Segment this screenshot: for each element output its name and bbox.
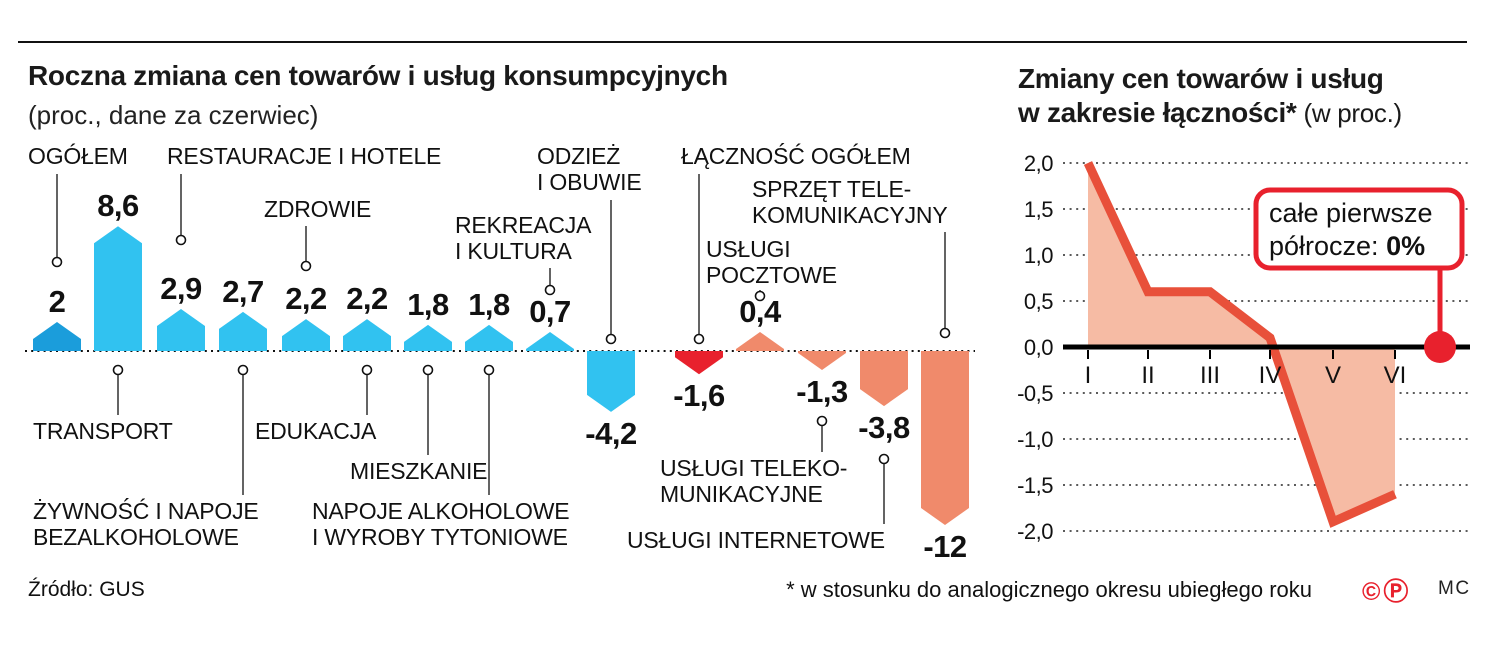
y-axis-label-0,5: 0,5	[1023, 289, 1054, 314]
right-chart-title: Zmiany cen towarów i usług w zakresie łą…	[1018, 62, 1402, 130]
bar-value-label-13: -3,8	[858, 410, 910, 446]
bar-value-label-10: -1,6	[673, 378, 725, 414]
bar-1	[94, 226, 142, 351]
callout-line2-value: 0%	[1386, 231, 1426, 261]
callout-annotation: całe pierwsze półrocze: 0%	[1269, 197, 1433, 263]
y-axis-label-1,0: 1,0	[1023, 243, 1054, 268]
callout-box	[1253, 187, 1465, 271]
bar-category-label-4: ZDROWIE	[264, 196, 372, 222]
credit-label: MC	[1438, 578, 1471, 599]
bar-value-label-6: 1,8	[407, 286, 449, 322]
bar-value-label-0: 2	[48, 284, 66, 319]
right-chart-title-line1: Zmiany cen towarów i usług	[1018, 63, 1384, 94]
leader-dot-5	[361, 364, 373, 376]
bar-2	[157, 308, 205, 351]
leader-dot-6	[422, 364, 434, 376]
y-axis-label--0,5: -0,5	[1017, 381, 1053, 406]
leader-dot-1	[112, 364, 124, 376]
bar-category-label-11: USŁUGI POCZTOWE	[706, 236, 837, 288]
bar-category-label-6: MIESZKANIE	[350, 458, 488, 484]
leader-dot-9	[605, 333, 617, 345]
bar-6	[404, 324, 452, 351]
bar-value-label-1: 8,6	[97, 188, 139, 224]
leader-dot-2	[175, 234, 187, 246]
bar-value-label-9: -4,2	[585, 415, 637, 451]
bar-value-label-5: 2,2	[346, 281, 388, 317]
bar-0	[33, 322, 81, 351]
marker-dot-zero	[1424, 331, 1456, 363]
leader-dot-14	[939, 327, 951, 339]
price-line	[1083, 161, 1397, 528]
bar-value-label-11: 0,4	[739, 294, 781, 329]
top-rule	[18, 41, 1467, 43]
y-axis-label-1,5: 1,5	[1023, 197, 1054, 222]
leader-dot-3	[237, 364, 249, 376]
bar-4	[282, 319, 330, 351]
leader-dot-7	[483, 364, 495, 376]
x-axis-label-I: I	[1084, 362, 1092, 389]
bar-category-label-14: SPRZĘT TELE- KOMUNIKACYJNY	[752, 176, 948, 228]
x-axis-label-III: III	[1199, 362, 1220, 389]
copyright-icons: ©Ⓟ	[1362, 578, 1412, 606]
line-area-fill	[1088, 163, 1395, 522]
leader-dot-11	[754, 290, 766, 302]
callout-line1: całe pierwsze	[1269, 198, 1433, 228]
leader-dot-13	[878, 453, 890, 465]
bar-category-label-1: TRANSPORT	[33, 418, 173, 444]
left-chart-title: Roczna zmiana cen towarów i usług konsum…	[28, 60, 728, 91]
left-chart-subtitle: (proc., dane za czerwiec)	[28, 100, 319, 130]
footnote: * w stosunku do analogicznego okresu ubi…	[786, 577, 1312, 602]
bar-category-label-3: ŻYWNOŚĆ I NAPOJE BEZALKOHOLOWE	[33, 498, 259, 550]
x-axis-label-II: II	[1141, 362, 1155, 389]
leader-dot-4	[300, 260, 312, 272]
bar-11	[736, 332, 784, 351]
bar-value-label-8: 0,7	[529, 294, 571, 329]
bar-category-label-2: RESTAURACJE I HOTELE	[167, 143, 442, 169]
bar-category-label-9: ODZIEŻ I OBUWIE	[537, 143, 642, 195]
bar-category-label-8: REKREACJA I KULTURA	[455, 212, 592, 264]
bar-value-label-3: 2,7	[222, 273, 264, 309]
y-axis-label-0,0: 0,0	[1023, 335, 1054, 360]
right-chart-title-line2-bold: w zakresie łączności*	[1018, 97, 1297, 128]
x-axis-label-IV: IV	[1258, 362, 1282, 389]
bar-10	[675, 351, 723, 375]
bar-category-label-12: USŁUGI TELEKO- MUNIKACYJNE	[660, 455, 848, 507]
bar-value-label-14: -12	[923, 529, 967, 564]
bar-14	[921, 351, 969, 525]
bar-category-label-5: EDUKACJA	[255, 418, 377, 444]
y-axis-label--1,0: -1,0	[1017, 427, 1053, 452]
bar-category-label-13: USŁUGI INTERNETOWE	[627, 527, 885, 553]
bar-category-label-0: OGÓŁEM	[28, 143, 128, 169]
bar-category-label-10: ŁĄCZNOŚĆ OGÓŁEM	[681, 143, 911, 169]
leader-dot-8	[544, 284, 556, 296]
y-axis-label-2,0: 2,0	[1023, 151, 1054, 176]
leader-dot-10	[693, 333, 705, 345]
x-axis-label-V: V	[1324, 362, 1341, 389]
leader-dot-0	[51, 256, 63, 268]
bar-value-label-2: 2,9	[160, 270, 202, 306]
bar-category-label-7: NAPOJE ALKOHOLOWE I WYROBY TYTONIOWE	[312, 498, 570, 550]
leader-dot-12	[816, 415, 828, 427]
y-axis-label--1,5: -1,5	[1017, 473, 1053, 498]
bar-value-label-4: 2,2	[285, 281, 327, 317]
bar-3	[219, 311, 267, 351]
callout-line2-prefix: półrocze:	[1269, 231, 1387, 261]
source-label: Źródło: GUS	[28, 578, 145, 601]
bar-12	[798, 351, 846, 370]
bar-7	[465, 324, 513, 351]
bar-13	[860, 351, 908, 407]
x-axis-label-VI: VI	[1383, 362, 1407, 389]
bar-9	[587, 351, 635, 412]
bar-5	[343, 319, 391, 351]
bar-value-label-12: -1,3	[796, 374, 848, 409]
bar-value-label-7: 1,8	[468, 286, 510, 322]
y-axis-label--2,0: -2,0	[1017, 519, 1053, 544]
right-chart-title-line2-regular: (w proc.)	[1296, 98, 1402, 128]
bar-8	[526, 332, 574, 351]
